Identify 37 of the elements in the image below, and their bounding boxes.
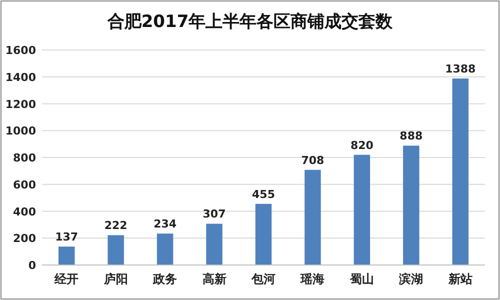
y-tick-label: 1600 — [5, 44, 36, 57]
bar — [403, 146, 420, 265]
x-tick-label: 蜀山 — [348, 272, 374, 286]
data-label: 1388 — [445, 62, 476, 76]
y-tick-label: 800 — [13, 152, 36, 164]
chart-title: 合肥2017年上半年各区商铺成交套数 — [106, 12, 394, 32]
y-tick-label: 200 — [13, 232, 36, 246]
data-label: 222 — [104, 219, 128, 232]
y-tick-label: 1000 — [5, 124, 36, 138]
x-tick-label: 包河 — [250, 272, 276, 286]
y-tick-label: 1200 — [5, 98, 36, 111]
bar — [354, 154, 370, 265]
x-tick-label: 庐阳 — [102, 272, 128, 286]
data-label: 307 — [202, 208, 226, 221]
x-tick-label: 经开 — [54, 272, 79, 286]
bar — [304, 170, 321, 265]
y-tick-label: 400 — [13, 205, 36, 218]
bar — [452, 78, 469, 265]
x-tick-label: 滨湖 — [398, 272, 424, 286]
bar — [58, 246, 75, 265]
y-tick-label: 600 — [13, 178, 36, 192]
x-tick-label: 政务 — [152, 272, 178, 286]
data-label: 820 — [350, 138, 374, 152]
bar — [156, 234, 174, 265]
data-label: 234 — [154, 218, 177, 231]
x-tick-label: 新站 — [447, 272, 472, 286]
data-label: 888 — [400, 130, 423, 143]
data-label: 708 — [301, 154, 324, 167]
y-tick-label: 1400 — [5, 70, 36, 84]
bar — [206, 224, 222, 265]
bar — [108, 235, 124, 265]
x-tick-label: 瑶海 — [300, 272, 325, 286]
x-tick-label: 高新 — [202, 272, 226, 286]
data-label: 455 — [252, 188, 275, 201]
y-tick-label: 0 — [28, 259, 36, 272]
bar — [255, 204, 272, 265]
data-label: 137 — [55, 230, 78, 244]
